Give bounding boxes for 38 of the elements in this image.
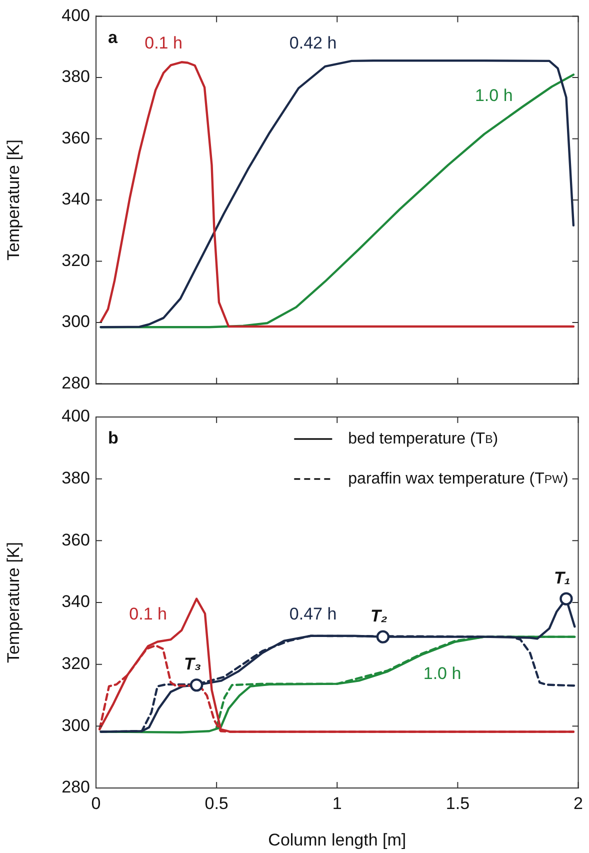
y-tick-label: 320 xyxy=(62,654,90,674)
y-tick-label: 400 xyxy=(62,406,90,426)
y-axis-title: Temperature [K] xyxy=(4,140,23,260)
series-label: 0.42 h xyxy=(289,33,337,52)
series-label: 0.1 h xyxy=(144,33,182,52)
series-label: 0.47 h xyxy=(289,604,337,624)
point xyxy=(190,678,204,692)
y-tick-label: 300 xyxy=(62,312,90,332)
y-axis-title: Temperature [K] xyxy=(4,542,23,663)
y-tick-label: 280 xyxy=(62,373,90,392)
x-tick-label: 0 xyxy=(91,794,101,813)
annotation: T₃ xyxy=(184,654,202,674)
y-tick-label: 360 xyxy=(62,128,90,148)
y-tick-label: 320 xyxy=(62,250,90,270)
x-tick-label: 1 xyxy=(332,794,342,813)
y-tick-label: 400 xyxy=(62,6,90,25)
legend-label: paraffin wax temperature (TPW) xyxy=(348,470,568,488)
x-axis-title: Column length [m] xyxy=(268,830,406,850)
y-tick-label: 360 xyxy=(62,530,90,550)
series-label: 0.1 h xyxy=(129,604,167,624)
series-label: 1.0 h xyxy=(474,86,513,106)
annotation: a xyxy=(108,28,118,47)
series-label: 1.0 h xyxy=(423,664,462,684)
point xyxy=(560,592,573,606)
annotation: T₂ xyxy=(370,606,388,626)
y-tick-label: 380 xyxy=(62,67,90,86)
x-tick-label: 0.5 xyxy=(204,794,228,813)
legend-label: bed temperature (TB) xyxy=(348,430,498,448)
y-tick-label: 340 xyxy=(62,190,90,209)
x-tick-label: 1.5 xyxy=(446,794,470,813)
x-tick-label: 2 xyxy=(574,794,584,813)
point xyxy=(376,630,390,644)
y-tick-label: 300 xyxy=(62,716,90,735)
y-tick-label: 380 xyxy=(62,468,90,488)
y-tick-label: 280 xyxy=(62,778,90,797)
annotation: T₁ xyxy=(554,568,570,588)
annotation: b xyxy=(108,428,118,448)
y-tick-label: 340 xyxy=(62,592,90,612)
